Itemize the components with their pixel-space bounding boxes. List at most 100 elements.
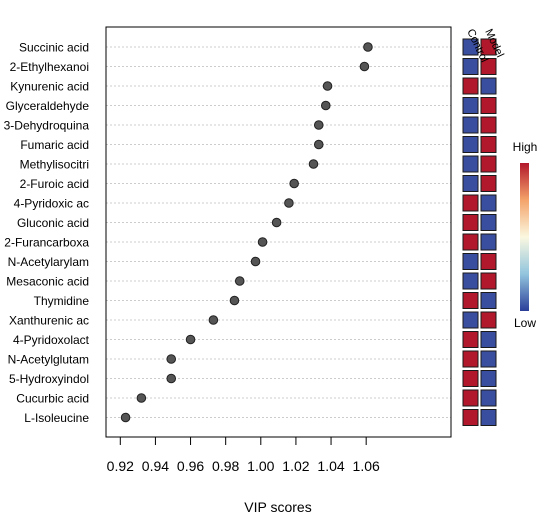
heatmap-cell — [480, 38, 497, 56]
metabolite-label: Cucurbic acid — [16, 392, 89, 406]
heatmap-cell — [480, 116, 497, 134]
heatmap-cell — [462, 389, 479, 407]
metabolite-label: N-Acetylglutam — [8, 353, 89, 367]
heatmap-cell — [462, 233, 479, 251]
vip-point — [284, 198, 294, 208]
metabolite-label: 5-Hydroxyindol — [9, 372, 89, 386]
heatmap-cell — [462, 292, 479, 309]
vip-point — [322, 81, 333, 91]
vip-point — [136, 393, 147, 403]
metabolite-label: 4-Pyridoxolact — [13, 333, 90, 347]
heatmap-cell — [480, 292, 497, 309]
metabolite-label: L-Isoleucine — [24, 411, 89, 425]
heatmap-cell — [480, 233, 497, 251]
vip-point — [166, 354, 177, 364]
heatmap-cell — [480, 389, 497, 407]
heatmap-cell — [462, 214, 479, 231]
vip-point — [320, 100, 331, 111]
heatmap-cell — [480, 136, 497, 153]
heatmap-cell — [462, 97, 479, 114]
metabolite-label: 4-Pyridoxic ac — [14, 197, 89, 211]
metabolite-labels: Succinic acid 2-Ethylhexanoi Kynurenic aci… — [4, 41, 90, 426]
heatmap-cell — [480, 97, 497, 114]
heatmap-cell — [480, 175, 497, 192]
gridlines — [106, 46, 451, 418]
legend-high-label: High — [513, 140, 538, 154]
metabolite-label: Gluconic acid — [17, 216, 89, 230]
vip-point — [250, 256, 261, 267]
heatmap-cell — [462, 272, 479, 290]
heatmap-cell — [480, 311, 497, 329]
heatmap-cell — [462, 116, 479, 134]
heatmap-cell — [462, 77, 479, 95]
heatmap-cell — [480, 409, 497, 426]
vip-point — [229, 295, 240, 306]
legend-low-label: Low — [514, 316, 536, 330]
vip-point — [308, 159, 319, 169]
x-tick-label: 1.04 — [317, 458, 344, 474]
heatmap-cell — [480, 214, 497, 231]
metabolite-label: Fumaric acid — [20, 138, 89, 152]
vip-point — [363, 42, 373, 52]
heatmap-cell — [462, 58, 479, 75]
heatmap-cell — [462, 194, 479, 212]
vip-point — [257, 237, 268, 247]
heatmap-cell — [462, 253, 479, 270]
heatmap-cell — [480, 58, 497, 75]
vip-point — [271, 217, 282, 228]
heatmap-cell — [462, 311, 479, 329]
x-tick-label: 0.92 — [107, 458, 134, 474]
vip-point — [120, 412, 131, 423]
x-tick-label: 0.96 — [177, 458, 204, 474]
vip-point — [313, 120, 324, 130]
plot-frame — [105, 26, 452, 438]
heatmap-cell — [462, 370, 479, 387]
x-tick-label: 0.98 — [212, 458, 239, 474]
metabolite-label: Succinic acid — [19, 41, 89, 55]
metabolite-label: Glyceraldehyde — [6, 99, 90, 113]
metabolite-label: 2-Furancarboxa — [4, 236, 89, 250]
heatmap-cell — [462, 155, 479, 173]
data-points — [120, 42, 373, 423]
heatmap-cell — [480, 272, 497, 290]
vip-point — [185, 334, 196, 345]
vip-point — [289, 178, 299, 189]
metabolite-label: 2-Furoic acid — [20, 177, 89, 191]
vip-point — [359, 61, 370, 72]
x-tick-label: 1.00 — [247, 458, 274, 474]
legend-colorbar — [520, 163, 529, 311]
vip-point — [166, 373, 177, 384]
heatmap-cell — [480, 194, 497, 212]
metabolite-label: Methylisocitri — [20, 158, 89, 172]
x-tick-label: 1.02 — [282, 458, 309, 474]
heatmap-cell — [480, 77, 497, 95]
metabolite-label: N-Acetylarylam — [8, 255, 89, 269]
heatmap-cell — [480, 331, 497, 348]
heatmap-cell — [480, 350, 497, 368]
metabolite-label: Kynurenic acid — [10, 80, 89, 94]
heatmap-cell — [480, 253, 497, 270]
metabolite-label: Xanthurenic ac — [9, 314, 89, 328]
heatmap-cell — [462, 409, 479, 426]
x-axis: 0.92 0.94 0.96 0.98 1.00 1.02 1.04 1.06 — [107, 437, 380, 474]
metabolite-label: Thymidine — [34, 294, 90, 308]
heatmap-cell — [462, 331, 479, 348]
vip-point — [208, 315, 219, 325]
vip-point — [234, 276, 245, 286]
metabolite-label: 2-Ethylhexanoi — [10, 60, 89, 74]
metabolite-label: Mesaconic acid — [6, 275, 89, 289]
color-legend: High Low — [513, 140, 538, 330]
x-tick-label: 0.94 — [142, 458, 169, 474]
metabolite-label: 3-Dehydroquina — [4, 119, 90, 133]
heatmap-cell — [480, 370, 497, 387]
heatmap-cell — [462, 350, 479, 368]
heatmap-cell — [462, 38, 479, 56]
heatmap-cell — [480, 155, 497, 173]
vip-point — [313, 139, 324, 150]
x-tick-label: 1.06 — [353, 458, 380, 474]
heatmap-cell — [462, 175, 479, 192]
heatmap-cell — [462, 136, 479, 153]
x-axis-label: VIP scores — [244, 499, 311, 515]
